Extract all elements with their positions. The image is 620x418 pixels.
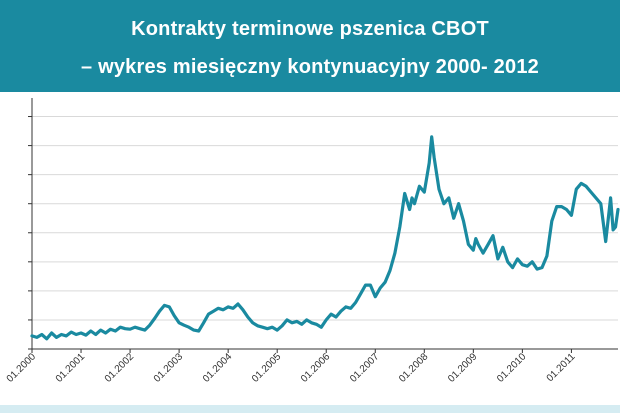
x-tick-label: 01.2001 (54, 351, 88, 385)
chart-title-line1: Kontrakty terminowe pszenica CBOT (131, 18, 489, 40)
chart-header: Kontrakty terminowe pszenica CBOT – wykr… (0, 0, 620, 92)
x-tick-label: 01.2003 (152, 351, 186, 385)
series-line-0 (30, 135, 620, 341)
plot-area: 01.2000 01.2001 01.2002 01.2003 01.2004 01.20… (0, 92, 620, 413)
line-chart: 01.2000 01.2001 01.2002 01.2003 01.2004 01.20… (5, 98, 620, 385)
series-layer (30, 135, 620, 341)
x-tick-label: 01.2010 (495, 351, 529, 385)
chart-title-line2: – wykres miesięczny kontynuacyjny 2000- … (81, 56, 539, 78)
x-tick-label: 01.2007 (348, 351, 382, 385)
x-tick-labels: 01.2000 01.2001 01.2002 01.2003 01.2004 01.20… (5, 349, 578, 385)
x-tick-label: 01.2009 (446, 351, 480, 385)
axes (31, 98, 618, 350)
grid-lines (28, 116, 618, 350)
x-tick-label: 01.2004 (201, 351, 235, 385)
bottom-band (0, 405, 620, 413)
x-tick-label: 01.2006 (299, 351, 333, 385)
x-tick-label: 01.2000 (5, 351, 39, 385)
x-tick-label: 01.2002 (103, 351, 137, 385)
x-tick-label: 01.2008 (397, 351, 431, 385)
x-tick-label: 01.2011 (545, 351, 578, 384)
x-tick-label: 01.2005 (250, 351, 284, 385)
